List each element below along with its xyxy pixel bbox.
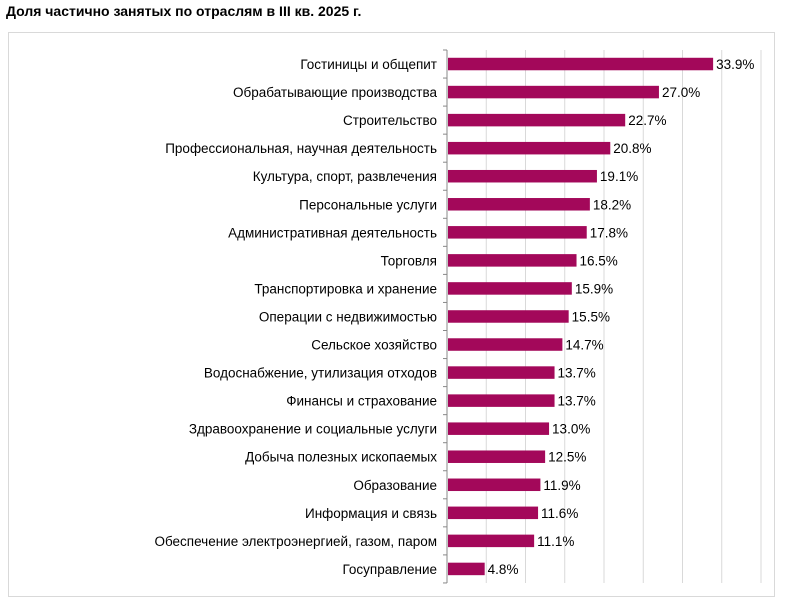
bar — [448, 113, 626, 127]
category-label: Информация и связь — [305, 506, 437, 521]
data-label: 13.7% — [558, 394, 596, 409]
bar — [448, 422, 550, 435]
category-label: Госуправление — [343, 562, 438, 577]
category-label: Гостиницы и общепит — [300, 57, 437, 72]
data-label: 11.1% — [537, 534, 574, 549]
category-label: Административная деятельность — [228, 225, 437, 240]
data-label: 33.9% — [716, 57, 754, 72]
category-label: Сельское хозяйство — [311, 338, 437, 353]
category-label: Строительство — [343, 113, 437, 128]
data-label: 15.9% — [575, 281, 613, 296]
category-label: Добыча полезных ископаемых — [245, 450, 437, 465]
category-label: Профессиональная, научная деятельность — [165, 141, 437, 156]
bar — [448, 169, 597, 183]
chart-title: Доля частично занятых по отраслям в III … — [6, 3, 362, 19]
category-label: Культура, спорт, развлечения — [253, 169, 437, 184]
bar — [448, 534, 535, 548]
bar — [448, 85, 659, 99]
category-label: Обрабатывающие производства — [233, 85, 437, 100]
data-label: 13.7% — [558, 366, 596, 381]
category-label: Водоснабжение, утилизация отходов — [204, 366, 437, 381]
bar — [448, 226, 587, 239]
data-label: 22.7% — [628, 113, 666, 128]
chart-frame — [8, 32, 775, 597]
category-label: Персональные услуги — [299, 197, 437, 212]
data-label: 19.1% — [600, 169, 638, 184]
data-label: 13.0% — [552, 422, 590, 437]
data-label: 18.2% — [593, 197, 631, 212]
data-label: 11.6% — [541, 506, 578, 521]
bar — [448, 254, 577, 267]
data-label: 16.5% — [580, 253, 618, 268]
bar — [448, 366, 555, 379]
bar — [448, 141, 611, 155]
category-label: Транспортировка и хранение — [254, 281, 437, 296]
category-label: Операции с недвижимостью — [259, 309, 437, 324]
bar — [448, 450, 546, 463]
category-label: Финансы и страхование — [286, 394, 437, 409]
bar — [448, 198, 590, 211]
bar — [448, 338, 563, 351]
bar — [448, 57, 714, 71]
data-label: 14.7% — [565, 338, 603, 353]
bar — [448, 506, 539, 520]
data-label: 17.8% — [590, 225, 628, 240]
bar — [448, 310, 569, 323]
bar — [448, 394, 555, 407]
data-label: 27.0% — [662, 85, 700, 100]
data-label: 4.8% — [488, 562, 519, 577]
category-label: Торговля — [381, 253, 437, 268]
category-label: Образование — [353, 478, 437, 493]
data-label: 11.9% — [543, 478, 580, 493]
bar — [448, 478, 541, 492]
data-label: 15.5% — [572, 309, 610, 324]
bar — [448, 282, 572, 295]
data-label: 12.5% — [548, 450, 586, 465]
data-label: 20.8% — [613, 141, 651, 156]
category-label: Обеспечение электроэнергией, газом, паро… — [154, 534, 437, 549]
bar — [448, 562, 485, 576]
category-label: Здравоохранение и социальные услуги — [189, 422, 437, 437]
